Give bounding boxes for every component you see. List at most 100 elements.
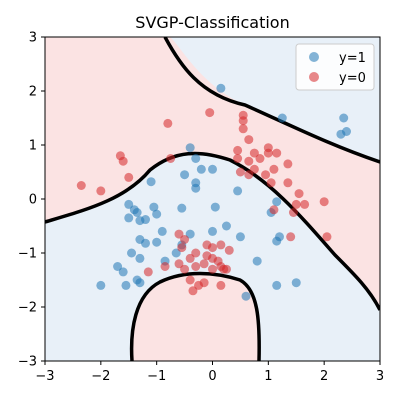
- data-point-y1: [272, 236, 282, 246]
- data-point-y0: [174, 259, 184, 269]
- data-point-y0: [208, 243, 217, 253]
- data-point-y1: [146, 177, 156, 187]
- data-point-y0: [174, 229, 184, 239]
- y-tick-label: −3: [18, 355, 37, 370]
- data-point-y1: [233, 186, 243, 196]
- x-axis-ticks: −3 −2 −1 0 1 2 3: [35, 361, 384, 384]
- data-point-y0: [188, 286, 198, 296]
- y-tick-label: −2: [18, 301, 37, 316]
- data-point-y0: [185, 275, 195, 285]
- x-tick-label: 3: [376, 369, 384, 384]
- data-points: [76, 83, 351, 301]
- data-point-y0: [235, 167, 245, 177]
- data-point-y1: [221, 221, 231, 231]
- data-point-y1: [135, 253, 145, 263]
- data-point-y0: [163, 118, 173, 128]
- data-point-y1: [132, 275, 142, 285]
- data-point-y0: [191, 248, 201, 258]
- data-point-y1: [127, 248, 137, 258]
- y-tick-label: 0: [29, 193, 37, 208]
- data-point-y1: [96, 280, 106, 290]
- data-point-y0: [255, 154, 265, 163]
- data-point-y0: [261, 170, 271, 180]
- data-point-y1: [180, 170, 190, 180]
- data-point-y1: [208, 226, 217, 236]
- data-point-y1: [210, 202, 220, 212]
- data-point-y0: [76, 181, 86, 190]
- data-point-y1: [191, 154, 201, 163]
- chart-title: SVGP-Classification: [135, 13, 289, 32]
- data-point-y0: [221, 264, 231, 274]
- data-point-y1: [235, 232, 245, 242]
- data-point-y0: [216, 280, 226, 290]
- data-point-y0: [224, 245, 234, 255]
- data-point-y1: [113, 262, 123, 271]
- data-point-y0: [238, 124, 248, 134]
- data-point-y0: [118, 156, 128, 166]
- data-point-y1: [141, 238, 150, 248]
- legend-marker-y1: [309, 52, 319, 62]
- data-point-y0: [263, 148, 273, 158]
- legend-marker-y0: [309, 72, 319, 82]
- data-point-y0: [208, 264, 217, 274]
- data-point-y1: [118, 267, 128, 277]
- data-point-y0: [288, 208, 298, 217]
- data-point-y0: [300, 199, 310, 209]
- y-axis-ticks: −3 −2 −1 0 1 2 3: [18, 31, 45, 370]
- y-tick-label: 3: [29, 31, 37, 46]
- data-point-y1: [241, 291, 251, 301]
- legend: y=1 y=0: [295, 43, 375, 91]
- decision-boundary-middle: [45, 151, 380, 311]
- data-point-y0: [269, 164, 279, 174]
- class-0-region-lower: [131, 273, 260, 361]
- data-point-y0: [177, 243, 187, 253]
- decision-boundary-upper: [163, 37, 380, 164]
- data-point-y0: [233, 154, 243, 163]
- data-point-y0: [143, 267, 153, 277]
- class-0-region-upper: [45, 37, 380, 310]
- decision-boundary-lower: [129, 271, 261, 361]
- data-point-y0: [205, 108, 215, 118]
- y-tick-label: 1: [29, 139, 37, 154]
- data-point-y1: [339, 113, 349, 123]
- data-point-y1: [291, 278, 301, 288]
- data-point-y1: [177, 203, 187, 213]
- data-point-y0: [283, 178, 293, 188]
- data-point-y0: [291, 199, 301, 209]
- data-point-y0: [272, 148, 282, 158]
- data-point-y1: [191, 183, 201, 193]
- data-point-y1: [277, 113, 287, 123]
- data-point-y0: [199, 259, 209, 269]
- data-point-y0: [294, 189, 304, 199]
- x-tick-label: 0: [208, 369, 216, 384]
- data-point-y0: [249, 164, 259, 174]
- y-tick-label: 2: [29, 85, 37, 100]
- data-point-y0: [185, 253, 195, 263]
- data-point-y0: [160, 262, 170, 271]
- data-point-y1: [121, 280, 131, 290]
- data-point-y1: [185, 229, 195, 239]
- data-point-y0: [199, 278, 209, 288]
- data-point-y0: [244, 170, 254, 180]
- data-point-y0: [233, 145, 243, 155]
- data-point-y1: [272, 197, 282, 207]
- data-point-y1: [342, 127, 351, 136]
- data-point-y1: [152, 237, 162, 247]
- data-point-y0: [180, 264, 190, 274]
- data-point-y1: [124, 213, 134, 223]
- data-point-y0: [319, 197, 329, 207]
- x-tick-label: −1: [147, 369, 166, 384]
- data-point-y0: [96, 186, 106, 196]
- data-point-y1: [185, 143, 195, 153]
- data-point-y0: [269, 205, 279, 215]
- data-point-y1: [132, 208, 142, 217]
- data-point-y0: [216, 240, 226, 250]
- data-point-y0: [266, 178, 276, 188]
- data-point-y0: [238, 116, 248, 126]
- data-point-y0: [191, 262, 201, 271]
- data-point-y0: [124, 172, 134, 182]
- x-tick-label: −2: [91, 369, 110, 384]
- data-point-y1: [152, 209, 162, 219]
- data-point-y1: [216, 83, 226, 93]
